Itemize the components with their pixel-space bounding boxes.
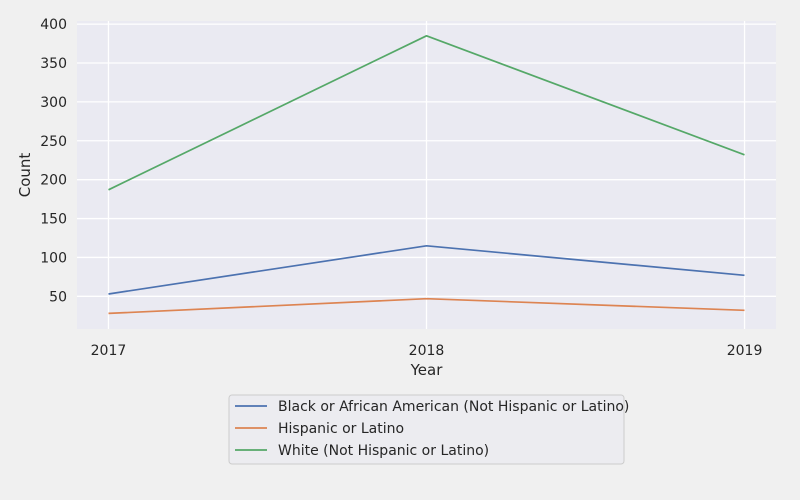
x-tick-label: 2017 — [91, 343, 127, 359]
x-axis-ticks: 2017 2018 2019 — [91, 343, 763, 359]
y-tick-label: 150 — [40, 212, 67, 228]
series-line-1 — [108, 244, 745, 295]
y-tick-label: 200 — [40, 173, 67, 189]
y-tick-label: 350 — [40, 56, 67, 72]
legend: Black or African American (Not Hispanic … — [228, 394, 629, 465]
y-axis-ticks: 50 100 150 200 250 300 350 400 — [40, 17, 67, 305]
y-tick-label: 400 — [40, 17, 67, 33]
gridlines — [77, 21, 776, 329]
x-axis-label: Year — [410, 361, 444, 379]
legend-entry: Black or African American (Not Hispanic … — [278, 399, 629, 415]
x-tick-label: 2018 — [409, 343, 445, 359]
legend-entry: White (Not Hispanic or Latino) — [278, 443, 489, 459]
y-tick-label: 250 — [40, 134, 67, 150]
series-lines — [108, 34, 745, 315]
y-tick-label: 300 — [40, 95, 67, 111]
series-line-3 — [108, 34, 745, 191]
series-line-2 — [108, 297, 745, 315]
x-tick-label: 2019 — [727, 343, 763, 359]
y-tick-label: 50 — [49, 289, 67, 305]
y-tick-label: 100 — [40, 250, 67, 266]
legend-entry: Hispanic or Latino — [278, 421, 404, 437]
y-axis-label: Count — [16, 153, 34, 198]
legend-box — [228, 394, 625, 465]
